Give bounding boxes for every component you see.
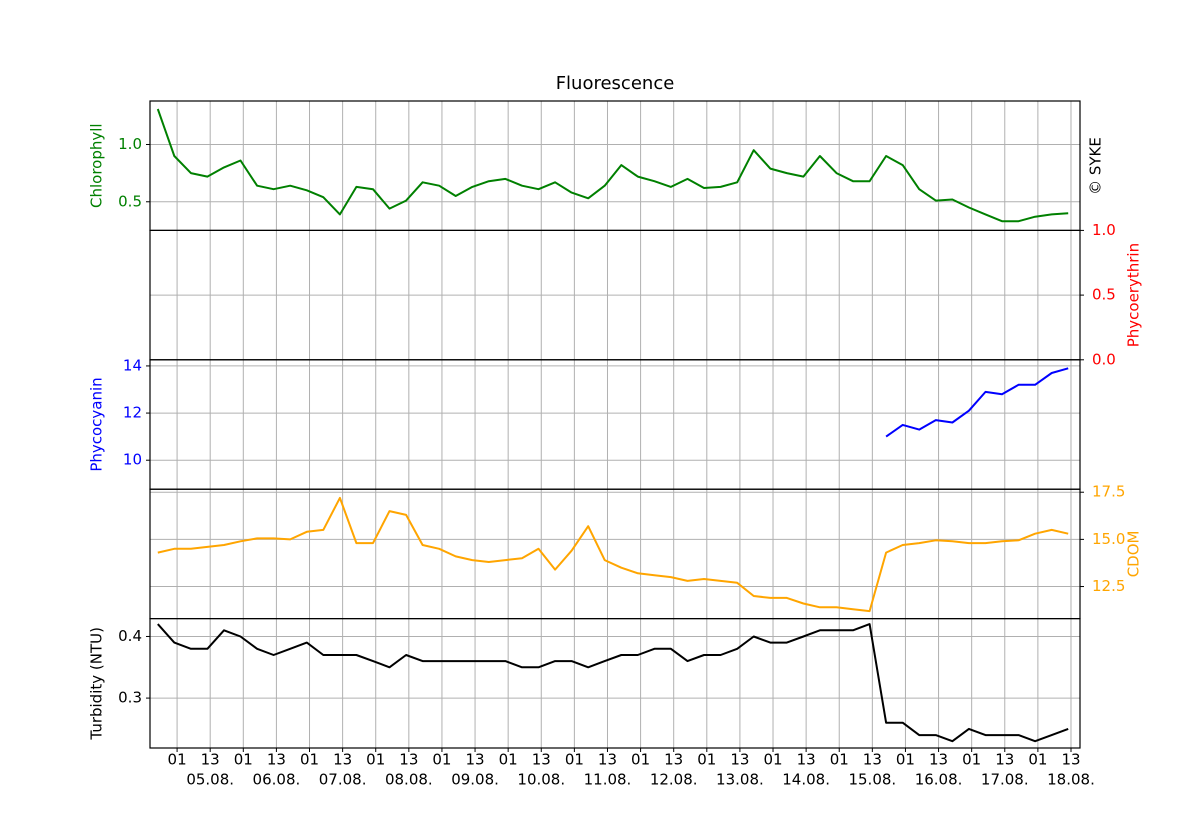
x-tick-label: 01 (300, 751, 319, 769)
y-axis-label: Phycoerythrin (1125, 243, 1143, 347)
x-tick-label: 13 (201, 751, 220, 769)
data-line (157, 496, 1069, 613)
x-tick-label: 13 (399, 751, 418, 769)
x-tick-label: 01 (896, 751, 915, 769)
panel-frame (149, 488, 1081, 620)
x-tick-label: 13 (730, 751, 749, 769)
panel-frame (149, 617, 1081, 749)
x-tick-label: 13 (995, 751, 1014, 769)
data-line (157, 623, 1069, 743)
data-line (156, 108, 1069, 223)
date-label: 05.08. (186, 771, 234, 789)
date-label: 13.08. (716, 771, 764, 789)
x-tick-label: 13 (1061, 751, 1080, 769)
date-label: 06.08. (253, 771, 301, 789)
x-tick-label: 01 (366, 751, 385, 769)
y-tick-label: 12 (123, 404, 142, 422)
date-label: 15.08. (848, 771, 896, 789)
chart-title: Fluorescence (556, 73, 675, 94)
y-tick-label: 0.5 (118, 192, 142, 210)
date-label: 14.08. (782, 771, 830, 789)
y-tick-label: 1.0 (1092, 221, 1116, 239)
y-axis-label: Turbidity (NTU) (88, 627, 106, 741)
x-tick-label: 01 (234, 751, 253, 769)
x-tick-label: 01 (1028, 751, 1047, 769)
x-tick-label: 01 (432, 751, 451, 769)
x-tick-label: 13 (333, 751, 352, 769)
x-tick-label: 01 (168, 751, 187, 769)
x-tick-label: 01 (631, 751, 650, 769)
y-axis-label: Phycocyanin (88, 377, 106, 471)
x-tick-label: 13 (929, 751, 948, 769)
x-tick-label: 13 (532, 751, 551, 769)
y-tick-label: 0.3 (118, 689, 142, 707)
x-tick-label: 13 (598, 751, 617, 769)
y-tick-label: 15.0 (1092, 530, 1125, 548)
y-tick-label: 17.5 (1092, 483, 1125, 501)
x-tick-label: 13 (863, 751, 882, 769)
date-label: 11.08. (584, 771, 632, 789)
y-tick-label: 14 (123, 356, 142, 374)
date-label: 17.08. (981, 771, 1029, 789)
date-label: 12.08. (650, 771, 698, 789)
copyright: © SYKE (1087, 137, 1105, 195)
date-label: 07.08. (319, 771, 367, 789)
x-tick-label: 01 (565, 751, 584, 769)
y-tick-label: 10 (123, 451, 142, 469)
y-tick-label: 0.5 (1092, 286, 1116, 304)
x-tick-label: 01 (499, 751, 518, 769)
x-tick-label: 01 (697, 751, 716, 769)
y-axis-label: CDOM (1125, 531, 1143, 578)
date-label: 10.08. (517, 771, 565, 789)
panel-frame (149, 359, 1081, 490)
x-tick-label: 13 (664, 751, 683, 769)
date-label: 16.08. (915, 771, 963, 789)
date-label: 09.08. (451, 771, 499, 789)
y-tick-label: 12.5 (1092, 577, 1125, 595)
date-label: 18.08. (1047, 771, 1095, 789)
x-tick-label: 01 (763, 751, 782, 769)
y-tick-label: 0.4 (118, 627, 142, 645)
x-tick-label: 01 (962, 751, 981, 769)
x-tick-label: 01 (830, 751, 849, 769)
date-label: 08.08. (385, 771, 433, 789)
x-tick-label: 13 (797, 751, 816, 769)
data-line (885, 367, 1069, 438)
y-axis-label: Chlorophyll (88, 123, 106, 208)
x-tick-label: 13 (466, 751, 485, 769)
y-tick-label: 1.0 (118, 135, 142, 153)
y-tick-label: 0.0 (1092, 350, 1116, 368)
panel-frame (149, 100, 1081, 231)
x-tick-label: 13 (267, 751, 286, 769)
